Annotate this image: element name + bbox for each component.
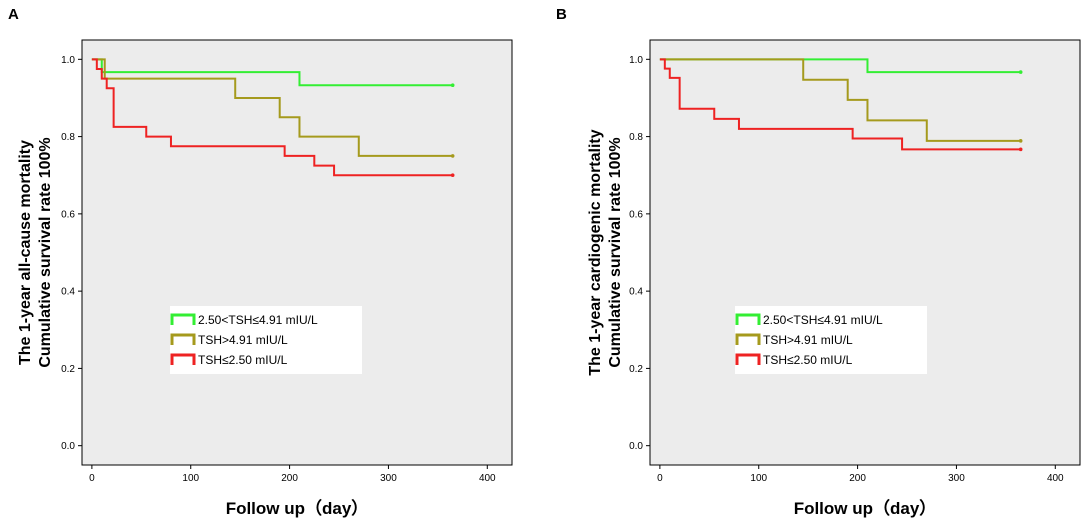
y-tick-label: 0.8 <box>61 132 75 143</box>
series-end-point <box>1018 70 1023 74</box>
x-tick-label: 0 <box>657 473 663 484</box>
series-end-point <box>450 154 455 158</box>
y-axis-title: The 1-year cardiogenic mortality <box>587 129 604 375</box>
legend-symbol <box>170 313 196 325</box>
y-tick-label: 0.2 <box>61 364 75 375</box>
plot-area <box>81 39 513 466</box>
y-axis-title: The 1-year all-cause mortality <box>17 140 34 365</box>
panel-b: 0.0 0.2 0.4 0.6 0.8 1.0 0 100 200 300 400 2.50<TSH≤… <box>587 39 1081 518</box>
legend-box <box>735 306 927 374</box>
series-line-2 <box>91 58 453 157</box>
y-tick-label: 1.0 <box>629 55 643 66</box>
y-tick-label: 0.8 <box>629 132 643 143</box>
legend-label: TSH>4.91 mIU/L <box>198 333 288 347</box>
series-line-3 <box>91 58 453 177</box>
series-end-point <box>450 173 455 178</box>
x-tick-label: 400 <box>479 473 496 484</box>
series-line-3 <box>659 58 1021 151</box>
legend-label: 2.50<TSH≤4.91 mIU/L <box>763 313 883 327</box>
y-tick-label: 0.4 <box>629 287 643 298</box>
x-tick-label: 200 <box>281 473 298 484</box>
x-tick-label: 100 <box>750 473 767 484</box>
x-tick-label: 0 <box>89 473 95 484</box>
legend-label: 2.50<TSH≤4.91 mIU/L <box>198 313 318 327</box>
y-tick-label: 0.6 <box>629 209 643 220</box>
y-tick-label: 0.0 <box>629 441 643 452</box>
x-tick-label: 400 <box>1047 473 1064 484</box>
legend-box <box>170 306 362 374</box>
y-tick-label: 0.0 <box>61 441 75 452</box>
panel-a: 0.0 0.2 0.4 0.6 0.8 1.0 0 100 200 300 400 2.50<TSH≤… <box>17 39 513 518</box>
y-tick-label: 1.0 <box>61 55 75 66</box>
legend-label: TSH>4.91 mIU/L <box>763 333 853 347</box>
x-axis-title: Follow up（day） <box>226 498 369 518</box>
y-tick-label: 0.2 <box>629 364 643 375</box>
panel-letter: B <box>556 6 567 23</box>
y-tick-label: 0.6 <box>61 209 75 220</box>
legend-symbol <box>170 353 196 365</box>
panel-letter: A <box>8 6 19 23</box>
x-tick-label: 300 <box>380 473 397 484</box>
legend-symbol <box>735 313 761 325</box>
series-end-point <box>1018 139 1023 143</box>
y-axis-title: Cumulative survival rate 100% <box>37 137 54 367</box>
legend-label: TSH≤2.50 mIU/L <box>198 353 288 367</box>
legend-symbol <box>170 333 196 345</box>
plot-area <box>649 39 1081 466</box>
series-end-point <box>450 83 455 88</box>
series-line-2 <box>659 58 1021 142</box>
y-tick-label: 0.4 <box>61 287 75 298</box>
legend-label: TSH≤2.50 mIU/L <box>763 353 853 367</box>
x-tick-label: 100 <box>182 473 199 484</box>
legend-symbol <box>735 353 761 365</box>
x-tick-label: 300 <box>948 473 965 484</box>
legend-symbol <box>735 333 761 345</box>
x-axis-title: Follow up（day） <box>794 498 937 518</box>
x-tick-label: 200 <box>849 473 866 484</box>
series-end-point <box>1018 147 1023 152</box>
y-axis-title: Cumulative survival rate 100% <box>607 137 624 367</box>
